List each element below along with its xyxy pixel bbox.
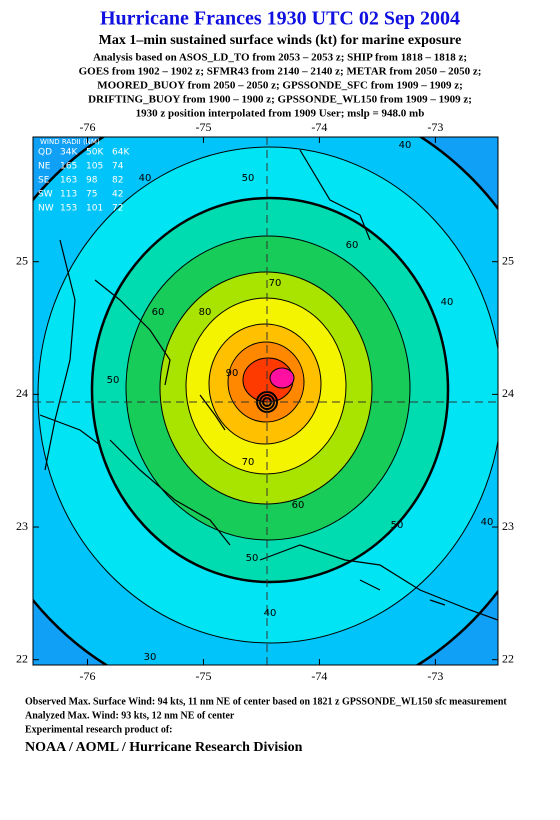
radii-cell: 74: [112, 162, 124, 172]
map-frame: [32, 136, 499, 666]
map: 40 50 40 60 60 50 70 80 90 70 60 50 40 50 40 30 40 WIND R…: [33, 137, 498, 665]
coastline: [109, 439, 231, 546]
footer-line: Observed Max. Surface Wind: 94 kts, 11 n…: [25, 696, 507, 707]
radii-cell: SE: [38, 176, 50, 186]
lon-label: -73: [427, 669, 443, 683]
lat-label: 23: [16, 519, 28, 533]
contour-label: 50: [242, 173, 255, 184]
lon-label: -74: [311, 120, 327, 134]
lon-label: -73: [427, 120, 443, 134]
analysis-line: Analysis based on ASOS_LD_TO from 2053 –…: [93, 52, 467, 64]
radii-cell: 153: [60, 204, 77, 214]
radii-cell: 105: [86, 162, 103, 172]
radii-cell: 165: [60, 162, 77, 172]
analysis-line: GOES from 1902 – 1902 z; SFMR43 from 214…: [79, 66, 482, 78]
radii-cell: 98: [86, 176, 98, 186]
footer-line: Analyzed Max. Wind: 93 kts, 12 nm NE of …: [25, 710, 235, 721]
lat-label: 24: [16, 386, 28, 400]
radii-cell: 82: [112, 176, 123, 186]
contour-label: 70: [269, 278, 282, 289]
lon-label: -76: [80, 120, 96, 134]
subtitle: Max 1–min sustained surface winds (kt) f…: [99, 33, 462, 48]
contour-label: 30: [144, 652, 157, 663]
radii-cell: 72: [112, 204, 123, 214]
contour-label: 50: [246, 553, 259, 564]
lat-label: 25: [16, 253, 28, 267]
lon-label: -75: [195, 120, 211, 134]
title: Hurricane Frances 1930 UTC 02 Sep 2004: [100, 8, 460, 30]
radii-cell: 42: [112, 190, 123, 200]
contour-label: 60: [346, 240, 359, 251]
analysis-line: DRIFTING_BUOY from 1900 – 1900 z; GPSSON…: [88, 94, 472, 106]
lon-label: -74: [311, 669, 327, 683]
radii-cell: SW: [38, 190, 53, 200]
radii-cell: 101: [86, 204, 103, 214]
radii-cell: NE: [38, 162, 51, 172]
contour-label: 60: [292, 500, 305, 511]
radii-cell: NW: [38, 204, 54, 214]
contour-label: 40: [441, 297, 454, 308]
contour-label: 60: [152, 307, 165, 318]
coastline: [359, 579, 381, 591]
lat-label: 22: [502, 651, 514, 665]
footer-line: Experimental research product of:: [25, 724, 172, 735]
lon-label: -76: [80, 669, 96, 683]
contour-label: 40: [139, 173, 152, 184]
analysis-line: MOORED_BUOY from 2050 – 2050 z; GPSSONDE…: [97, 80, 463, 92]
contour-label: 50: [391, 520, 404, 531]
contour-label: 40: [264, 608, 277, 619]
coastline: [39, 414, 101, 446]
radii-header: 34K: [60, 148, 78, 158]
coastline: [44, 239, 76, 471]
coastline: [94, 279, 171, 386]
radii-header: 64K: [112, 148, 130, 158]
radii-cell: 163: [60, 176, 77, 186]
organization: NOAA / AOML / Hurricane Research Divisio…: [25, 740, 303, 755]
contour-label: 40: [399, 140, 412, 151]
contour-label: 90: [226, 368, 239, 379]
wind-contour: [269, 367, 295, 389]
lat-label: 23: [502, 519, 514, 533]
coastline: [429, 599, 446, 606]
analysis-line: 1930 z position interpolated from 1909 U…: [136, 108, 425, 120]
lat-label: 25: [502, 253, 514, 267]
lat-label: 24: [502, 386, 514, 400]
contour-label: 50: [107, 375, 120, 386]
contour-label: 70: [242, 457, 255, 468]
radii-header: QD: [38, 148, 52, 158]
contour-label: 40: [481, 517, 494, 528]
lon-label: -75: [195, 669, 211, 683]
lat-label: 22: [16, 651, 28, 665]
radii-cell: 113: [60, 190, 77, 200]
coastline: [299, 149, 371, 241]
radii-title: WIND RADII (NM): [40, 138, 100, 146]
coastline: [259, 544, 498, 621]
contour-label: 80: [199, 307, 212, 318]
radii-header: 50K: [86, 148, 104, 158]
radii-cell: 75: [86, 190, 97, 200]
